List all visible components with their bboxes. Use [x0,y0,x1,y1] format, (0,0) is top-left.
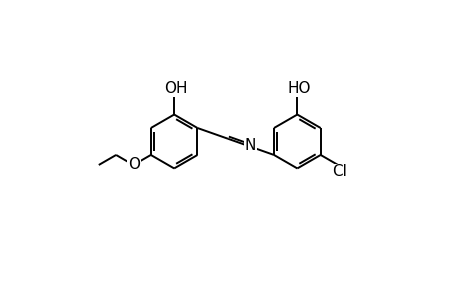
Text: Cl: Cl [331,164,346,179]
Text: HO: HO [286,81,310,96]
Text: N: N [244,138,255,153]
Text: O: O [128,158,140,172]
Text: OH: OH [163,81,187,96]
